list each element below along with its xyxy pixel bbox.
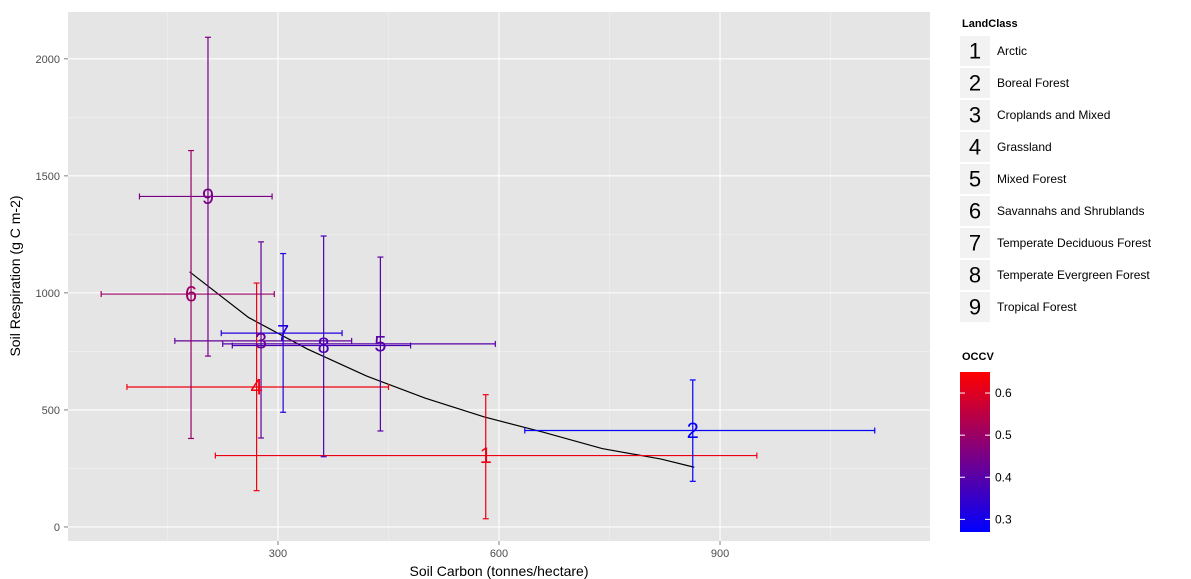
point-label-8: 8 [318,333,330,358]
y-tick-label: 0 [54,522,60,534]
legend-item-label: Tropical Forest [997,300,1077,314]
legend-key-box-8 [960,260,990,290]
point-label-6: 6 [185,282,197,307]
axes: 300 600 900 0 500 1000 1500 2000 [36,54,730,560]
legend-key-glyph-8: 8 [969,263,981,288]
legend-key-glyph-4: 4 [969,135,981,160]
landclass-legend-title: LandClass [962,18,1018,30]
legend-item-label: Temperate Evergreen Forest [997,268,1150,282]
y-tick-label: 2000 [36,54,60,66]
legend-item-label: Boreal Forest [997,76,1070,90]
landclass-legend: LandClass 1 Arctic 2 Boreal Forest 3 Cropland… [960,18,1152,322]
legend-key-box-7 [960,228,990,258]
occv-colorbar [960,372,990,532]
x-tick-label: 300 [269,548,287,560]
point-label-4: 4 [250,374,262,399]
y-tick-label: 500 [42,405,60,417]
legend-key-box-6 [960,196,990,226]
x-axis-title: Soil Carbon (tonnes/hectare) [410,563,589,579]
legend-item-label: Savannahs and Shrublands [997,204,1144,218]
legend-key-box-5 [960,164,990,194]
legend-key-glyph-1: 1 [969,39,981,64]
legend-key-glyph-3: 3 [969,103,981,128]
occv-legend: OCCV 0.3 0.4 0.5 0.6 [960,351,1012,532]
error-bars [100,36,876,520]
legend-item-label: Grassland [997,140,1052,154]
point-label-7: 7 [277,321,289,346]
legend-key-box-1 [960,36,990,66]
legend-key-box-9 [960,292,990,322]
colorbar-tick-label: 0.3 [995,512,1012,526]
point-label-5: 5 [374,331,386,356]
colorbar-tick-label: 0.6 [995,386,1012,400]
colorbar-tick-label: 0.5 [995,428,1012,442]
legend-key-box-4 [960,132,990,162]
point-label-9: 9 [202,184,214,209]
grid-lines [68,12,930,541]
legend-key-box-2 [960,68,990,98]
legend-key-glyph-2: 2 [969,71,981,96]
point-labels: 1 2 3 4 5 6 7 8 9 [185,184,699,468]
legend-item-label: Croplands and Mixed [997,108,1110,122]
legend-key-box-3 [960,100,990,130]
x-tick-label: 600 [490,548,508,560]
legend-item-label: Temperate Deciduous Forest [997,236,1152,250]
y-tick-label: 1000 [36,288,60,300]
y-tick-label: 1500 [36,171,60,183]
point-label-3: 3 [255,328,267,353]
point-label-2: 2 [687,418,699,443]
point-label-1: 1 [480,443,492,468]
occv-legend-title: OCCV [962,351,994,363]
legend-key-glyph-9: 9 [969,295,981,320]
legend-key-glyph-5: 5 [969,167,981,192]
x-tick-label: 900 [711,548,729,560]
legend-item-label: Mixed Forest [997,172,1067,186]
legend-key-glyph-7: 7 [969,231,981,256]
legend-item-label: Arctic [997,44,1027,58]
legend-key-glyph-6: 6 [969,199,981,224]
y-axis-title: Soil Respiration (g C m-2) [7,195,23,356]
colorbar-tick-label: 0.4 [995,470,1012,484]
